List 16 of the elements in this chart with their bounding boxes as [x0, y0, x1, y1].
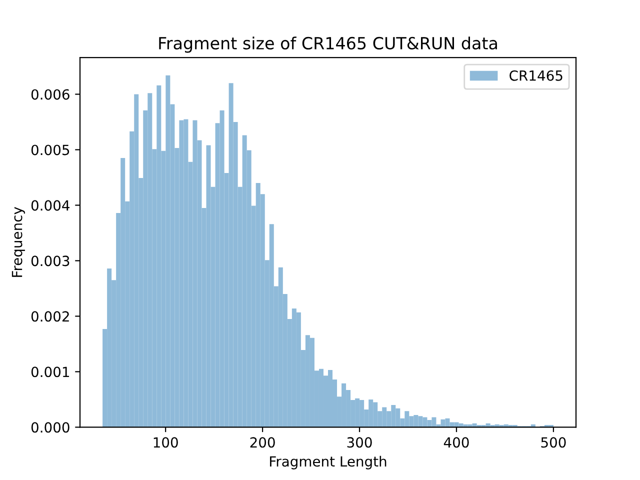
x-axis-title: Fragment Length	[270, 456, 386, 470]
legend-label: CR1465	[510, 70, 562, 81]
y-tick-label: 0.006	[31, 89, 70, 100]
chart-title: Fragment size of CR1465 CUT&RUN data	[159, 36, 497, 53]
x-tick-label: 300	[347, 437, 372, 448]
y-axis-title: Frequency	[12, 206, 25, 277]
y-tick-label: 0.001	[31, 366, 69, 378]
y-tick-label: 0.004	[31, 200, 70, 211]
x-tick-label: 500	[541, 437, 566, 448]
y-tick-label: 0.005	[31, 144, 70, 156]
x-tick-label: 400	[444, 437, 469, 448]
x-tick-label: 200	[250, 437, 275, 448]
x-tick-label: 100	[154, 437, 178, 448]
y-tick-label: 0.002	[31, 311, 69, 322]
y-tick-label: 0.000	[31, 422, 70, 433]
y-tick-label: 0.003	[31, 256, 70, 266]
